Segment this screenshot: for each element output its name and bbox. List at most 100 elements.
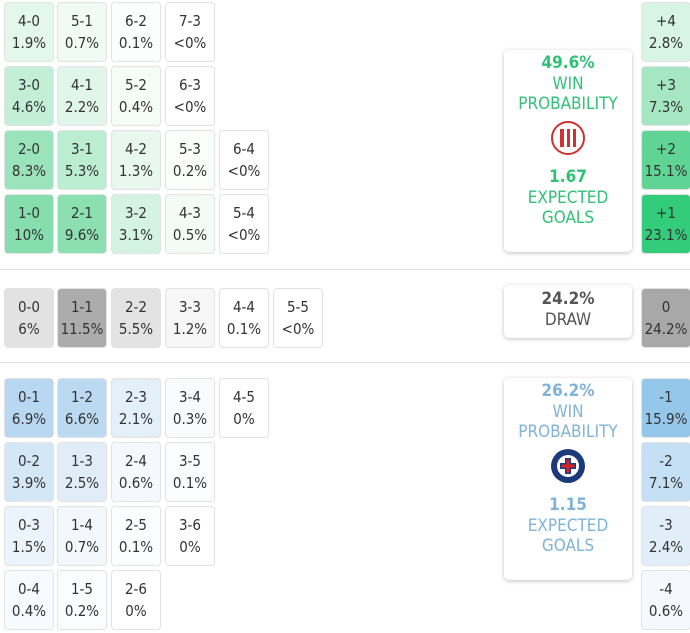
- score: 3-4: [178, 388, 202, 406]
- probability: 2.4%: [648, 538, 684, 556]
- score: 5-2: [124, 76, 148, 94]
- margin: +4: [656, 12, 676, 30]
- score-cell: 3-0 4.6%: [4, 66, 54, 126]
- score: 4-0: [17, 12, 41, 30]
- score-cell: 4-2 1.3%: [111, 130, 161, 190]
- probability: 0.2%: [64, 602, 100, 620]
- score: 6-4: [232, 140, 256, 158]
- score: 4-3: [178, 204, 202, 222]
- probability: 10%: [14, 226, 44, 244]
- score: 1-1: [70, 298, 94, 316]
- score-cell: 0-1 6.9%: [4, 378, 54, 438]
- probability: 2.2%: [64, 98, 100, 116]
- score-cell: 6-4 <0%: [219, 130, 269, 190]
- margin-cell: -3 2.4%: [641, 506, 690, 566]
- probability: 0.7%: [64, 34, 100, 52]
- score-cell: 7-3 <0%: [165, 2, 215, 62]
- score-cell: 2-0 8.3%: [4, 130, 54, 190]
- probability: 23.1%: [644, 226, 688, 244]
- score-cell: 4-3 0.5%: [165, 194, 215, 254]
- score-cell: 2-1 9.6%: [57, 194, 107, 254]
- probability: 0.2%: [172, 162, 208, 180]
- probability: 1.9%: [11, 34, 47, 52]
- score-cell: 0-4 0.4%: [4, 570, 54, 630]
- xg: 1.15: [549, 495, 587, 515]
- score: 4-5: [232, 388, 256, 406]
- probability: 6%: [18, 320, 40, 338]
- score: 4-4: [232, 298, 256, 316]
- probability: 2.1%: [118, 410, 154, 428]
- home-card: 49.6% WIN PROBABILITY 1.67 EXPECTED GOAL…: [504, 50, 632, 252]
- score-cell: 4-5 0%: [219, 378, 269, 438]
- away-logo: [551, 449, 585, 483]
- score-cell: 5-5 <0%: [273, 288, 323, 348]
- score-cell: 4-4 0.1%: [219, 288, 269, 348]
- score: 3-6: [178, 516, 202, 534]
- score-cell: 1-4 0.7%: [57, 506, 107, 566]
- score-cell: 6-3 <0%: [165, 66, 215, 126]
- margin-cell: 0 24.2%: [641, 288, 690, 348]
- score: 0-2: [17, 452, 41, 470]
- xg-label: EXPECTED GOALS: [527, 516, 609, 556]
- score: 5-4: [232, 204, 256, 222]
- score-cell: 0-2 3.9%: [4, 442, 54, 502]
- probability: 6.6%: [64, 410, 100, 428]
- score-cell: 1-0 10%: [4, 194, 54, 254]
- margin: -4: [659, 580, 673, 598]
- score-cell: 3-5 0.1%: [165, 442, 215, 502]
- probability: 5.3%: [64, 162, 100, 180]
- score: 3-3: [178, 298, 202, 316]
- probability: 1.2%: [172, 320, 208, 338]
- score: 0-3: [17, 516, 41, 534]
- score: 2-0: [17, 140, 41, 158]
- margin: -3: [659, 516, 673, 534]
- home-logo: [551, 121, 585, 155]
- score-cell: 3-3 1.2%: [165, 288, 215, 348]
- away-card: 26.2% WIN PROBABILITY 1.15 EXPECTED GOAL…: [504, 378, 632, 580]
- score: 6-3: [178, 76, 202, 94]
- score-cell: 2-3 2.1%: [111, 378, 161, 438]
- score-cell: 2-2 5.5%: [111, 288, 161, 348]
- probability: 0.6%: [648, 602, 684, 620]
- score: 1-5: [70, 580, 94, 598]
- score: 6-2: [124, 12, 148, 30]
- probability: <0%: [281, 320, 315, 338]
- probability: 3.1%: [118, 226, 154, 244]
- score-cell: 2-6 0%: [111, 570, 161, 630]
- probability: 0.4%: [11, 602, 47, 620]
- score-cell: 5-4 <0%: [219, 194, 269, 254]
- score: 2-6: [124, 580, 148, 598]
- probability: 0.5%: [172, 226, 208, 244]
- probability: 0%: [179, 538, 201, 556]
- score: 0-0: [17, 298, 41, 316]
- score-cell: 5-1 0.7%: [57, 2, 107, 62]
- score: 3-1: [70, 140, 94, 158]
- margin: +1: [656, 204, 676, 222]
- probability: 0%: [125, 602, 147, 620]
- xg-label: EXPECTED GOALS: [527, 188, 609, 228]
- margin: +2: [656, 140, 676, 158]
- score: 3-0: [17, 76, 41, 94]
- score-cell: 4-1 2.2%: [57, 66, 107, 126]
- probability: <0%: [227, 162, 261, 180]
- score-cell: 1-1 11.5%: [57, 288, 107, 348]
- score-cell: 2-4 0.6%: [111, 442, 161, 502]
- probability: 0.1%: [118, 538, 154, 556]
- margin-cell: +2 15.1%: [641, 130, 690, 190]
- probability: <0%: [173, 34, 207, 52]
- probability: 0.7%: [64, 538, 100, 556]
- probability: 0.3%: [172, 410, 208, 428]
- score: 4-1: [70, 76, 94, 94]
- margin-cell: +1 23.1%: [641, 194, 690, 254]
- score-cell: 3-6 0%: [165, 506, 215, 566]
- score: 2-4: [124, 452, 148, 470]
- score: 7-3: [178, 12, 202, 30]
- score: 2-1: [70, 204, 94, 222]
- margin-cell: +3 7.3%: [641, 66, 690, 126]
- probability: 0.1%: [226, 320, 262, 338]
- score: 2-3: [124, 388, 148, 406]
- score-cell: 4-0 1.9%: [4, 2, 54, 62]
- win-label: WIN PROBABILITY: [518, 74, 618, 114]
- margin-cell: -4 0.6%: [641, 570, 690, 630]
- score: 5-1: [70, 12, 94, 30]
